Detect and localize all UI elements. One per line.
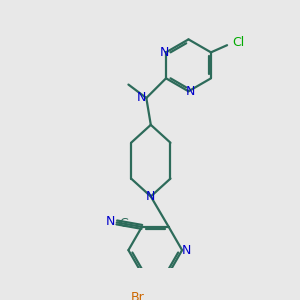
Text: C: C xyxy=(120,217,128,230)
Text: N: N xyxy=(160,46,169,59)
Text: Br: Br xyxy=(130,291,144,300)
Text: N: N xyxy=(137,91,146,103)
Text: N: N xyxy=(146,190,155,203)
Text: N: N xyxy=(182,244,191,256)
Text: Cl: Cl xyxy=(232,36,245,49)
Text: N: N xyxy=(186,85,195,98)
Text: N: N xyxy=(106,215,115,228)
